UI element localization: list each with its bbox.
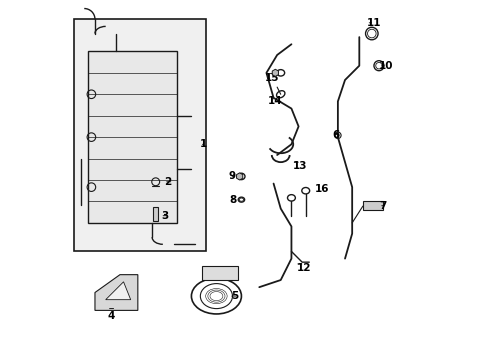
Text: 15: 15: [265, 73, 279, 83]
Text: 5: 5: [231, 291, 238, 301]
Text: 6: 6: [333, 130, 340, 140]
Text: 9: 9: [229, 171, 236, 181]
Text: 4: 4: [107, 311, 115, 321]
Polygon shape: [95, 275, 138, 310]
Text: 13: 13: [293, 161, 308, 171]
Text: 14: 14: [268, 96, 283, 107]
Bar: [202, 266, 238, 280]
Text: 8: 8: [229, 195, 236, 204]
Polygon shape: [106, 282, 131, 300]
Text: 7: 7: [379, 201, 386, 211]
Text: 2: 2: [165, 177, 172, 187]
Text: 3: 3: [161, 211, 168, 221]
Text: 10: 10: [379, 61, 393, 71]
Bar: [88, 51, 177, 223]
Text: 11: 11: [367, 18, 381, 28]
Text: 16: 16: [315, 184, 329, 194]
Text: 1: 1: [200, 139, 207, 149]
Bar: [363, 202, 383, 210]
Polygon shape: [237, 173, 243, 180]
Text: 12: 12: [297, 262, 311, 273]
Bar: [153, 207, 158, 221]
Bar: [74, 19, 206, 251]
Polygon shape: [272, 69, 278, 76]
